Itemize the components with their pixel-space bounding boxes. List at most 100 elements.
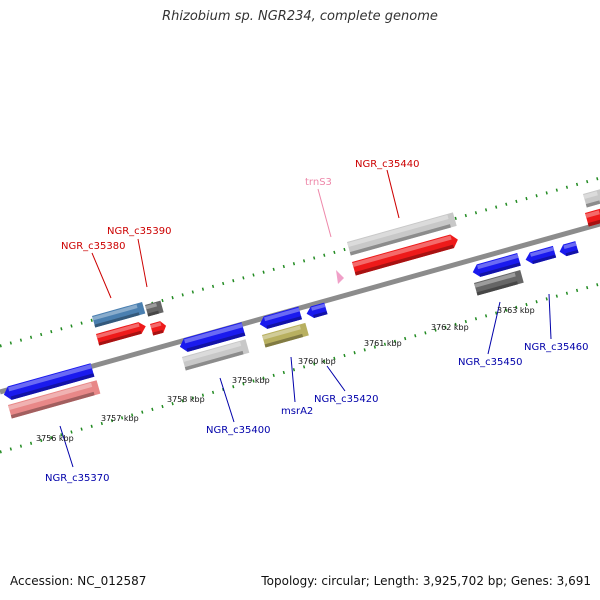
- leader-ngr-c35400: [219, 377, 235, 423]
- gene-ngr-c35380-group[interactable]: [92, 301, 147, 346]
- label-ngr-c35450[interactable]: NGR_c35450: [458, 357, 523, 368]
- scale-label: 3761 kbp: [364, 339, 402, 348]
- cds-ngr-c35460-a-shadow: [532, 254, 557, 264]
- leader-trns3: [317, 188, 332, 238]
- gene-ngr-c35400[interactable]: [182, 339, 250, 371]
- gene-ngr-c35450-highlight: [474, 272, 516, 288]
- label-ngr-c35370[interactable]: NGR_c35370: [45, 473, 110, 484]
- label-trns3[interactable]: trnS3: [305, 177, 332, 188]
- label-msra2[interactable]: msrA2: [281, 406, 313, 417]
- cds-ngr-c35440[interactable]: [352, 233, 460, 276]
- scale-label: 3762 kbp: [431, 323, 469, 332]
- gene-msra2-group[interactable]: [258, 306, 309, 348]
- leader-ngr-c35440: [386, 169, 400, 219]
- cds-ngr-c35460-b[interactable]: [558, 241, 579, 257]
- cds-edge-right-red-body[interactable]: [585, 207, 600, 227]
- gene-ngr-c35400-group[interactable]: [178, 322, 250, 371]
- cds-ngr-c35400-shadow: [186, 332, 246, 352]
- gene-msra2[interactable]: [262, 322, 309, 348]
- scale-label: 3758 kbp: [167, 395, 205, 404]
- label-ngr-c35440[interactable]: NGR_c35440: [355, 159, 420, 170]
- cds-ngr-c35460-b-shadow: [565, 249, 579, 257]
- cds-ngr-c35450[interactable]: [471, 253, 521, 278]
- backbone-line: [0, 221, 600, 395]
- gene-ngr-c35390-body[interactable]: [145, 300, 164, 317]
- gene-ngr-c35420-group[interactable]: [305, 302, 328, 320]
- rna-ngr-c35370-shadow: [10, 391, 95, 419]
- cds-ngr-c35370[interactable]: [2, 363, 95, 401]
- gene-ngr-c35380-highlight: [92, 304, 138, 321]
- cds-msra2-highlight: [264, 307, 300, 322]
- leader-ngr-c35370: [59, 425, 74, 468]
- cds-ngr-c35420-highlight: [311, 303, 326, 311]
- gene-edge-right-group[interactable]: [583, 188, 600, 227]
- cds-ngr-c35400-highlight: [184, 323, 243, 344]
- cds-msra2-shadow: [266, 316, 302, 329]
- cds-ngr-c35440-highlight: [352, 235, 452, 268]
- leader-ngr-c35460: [548, 293, 552, 340]
- cds-ngr-c35460-a[interactable]: [524, 245, 557, 266]
- gene-edge-right-gray-shadow: [585, 200, 600, 208]
- scale-label: 3757 kbp: [101, 414, 139, 423]
- cds-ngr-c35390-shadow: [152, 329, 164, 336]
- leader-ngr-c35390: [137, 238, 148, 288]
- scale-label: 3760 kbp: [298, 357, 336, 366]
- gene-ngr-c35440-shadow: [349, 224, 451, 256]
- gene-ngr-c35390-group[interactable]: [145, 300, 168, 336]
- gene-ngr-c35390-highlight: [145, 302, 158, 310]
- label-ngr-c35460[interactable]: NGR_c35460: [524, 342, 589, 353]
- scale-labels: 3756 kbp 3757 kbp 3758 kbp 3759 kbp 3760…: [36, 306, 535, 443]
- gene-ngr-c35390-shadow: [147, 310, 160, 317]
- gene-ngr-c35390[interactable]: [145, 300, 164, 317]
- label-ngr-c35390[interactable]: NGR_c35390: [107, 226, 172, 237]
- trna-trns3-group[interactable]: [336, 270, 344, 284]
- leader-ngr-c35420: [326, 365, 346, 392]
- label-ngr-c35420[interactable]: NGR_c35420: [314, 394, 379, 405]
- gene-ngr-c35440-highlight: [347, 214, 449, 248]
- gene-ngr-c35370-group[interactable]: [2, 363, 101, 419]
- gene-msra2-shadow: [264, 333, 304, 348]
- gene-ngr-c35440[interactable]: [347, 212, 457, 256]
- cds-ngr-c35380-shadow: [98, 330, 142, 346]
- scale-label: 3756 kbp: [36, 434, 74, 443]
- cds-ngr-c35380-highlight: [96, 323, 140, 339]
- gene-ngr-c35380[interactable]: [92, 301, 146, 328]
- gene-ngr-c35450-group[interactable]: [471, 253, 524, 296]
- cds-edge-right-red[interactable]: [585, 207, 600, 227]
- rna-ngr-c35370[interactable]: [8, 380, 101, 419]
- gene-ngr-c35450-shadow: [476, 281, 518, 296]
- rna-ngr-c35370-highlight: [8, 382, 93, 411]
- cds-ngr-c35450-highlight: [477, 254, 519, 270]
- cds-ngr-c35440-shadow: [354, 244, 454, 276]
- topology-summary: Topology: circular; Length: 3,925,702 bp…: [261, 574, 591, 588]
- accession-label: Accession: NC_012587: [10, 574, 147, 588]
- cds-ngr-c35420[interactable]: [305, 302, 328, 320]
- label-ngr-c35400[interactable]: NGR_c35400: [206, 425, 271, 436]
- leader-ngr-c35450: [487, 301, 501, 355]
- cds-ngr-c35390[interactable]: [150, 320, 168, 336]
- gene-msra2-highlight: [262, 325, 301, 340]
- cds-ngr-c35460-b-highlight: [563, 242, 577, 249]
- map-title: Rhizobium sp. NGR234, complete genome: [162, 9, 438, 24]
- cds-ngr-c35380[interactable]: [96, 321, 147, 346]
- cds-ngr-c35370-shadow: [10, 373, 95, 400]
- cds-msra2[interactable]: [258, 306, 302, 331]
- trna-trns3-marker[interactable]: [336, 270, 344, 284]
- scale-label: 3759 kbp: [232, 376, 270, 385]
- gene-ngr-c35440-group[interactable]: [347, 212, 460, 276]
- cds-ngr-c35400[interactable]: [178, 322, 246, 353]
- cds-ngr-c35460-a-highlight: [530, 246, 555, 257]
- cds-ngr-c35450-shadow: [479, 262, 521, 277]
- cds-ngr-c35420-shadow: [313, 311, 328, 318]
- gene-edge-right-gray[interactable]: [583, 188, 600, 208]
- cds-edge-right-red-shadow: [587, 219, 600, 227]
- gene-ngr-c35400-highlight: [182, 341, 242, 363]
- scale-label: 3763 kbp: [497, 306, 535, 315]
- gene-edge-right-gray-body[interactable]: [583, 188, 600, 208]
- gene-ngr-c35460-group[interactable]: [524, 241, 579, 265]
- label-ngr-c35380[interactable]: NGR_c35380: [61, 241, 126, 252]
- gene-ngr-c35450[interactable]: [474, 270, 524, 296]
- leader-lines: [59, 169, 552, 468]
- genome-backbone: [0, 221, 600, 395]
